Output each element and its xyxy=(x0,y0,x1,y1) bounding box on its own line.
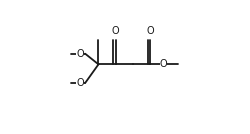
Text: O: O xyxy=(160,59,167,69)
Text: O: O xyxy=(76,49,84,59)
Text: O: O xyxy=(146,27,154,36)
Text: O: O xyxy=(112,27,120,36)
Text: O: O xyxy=(76,78,84,88)
